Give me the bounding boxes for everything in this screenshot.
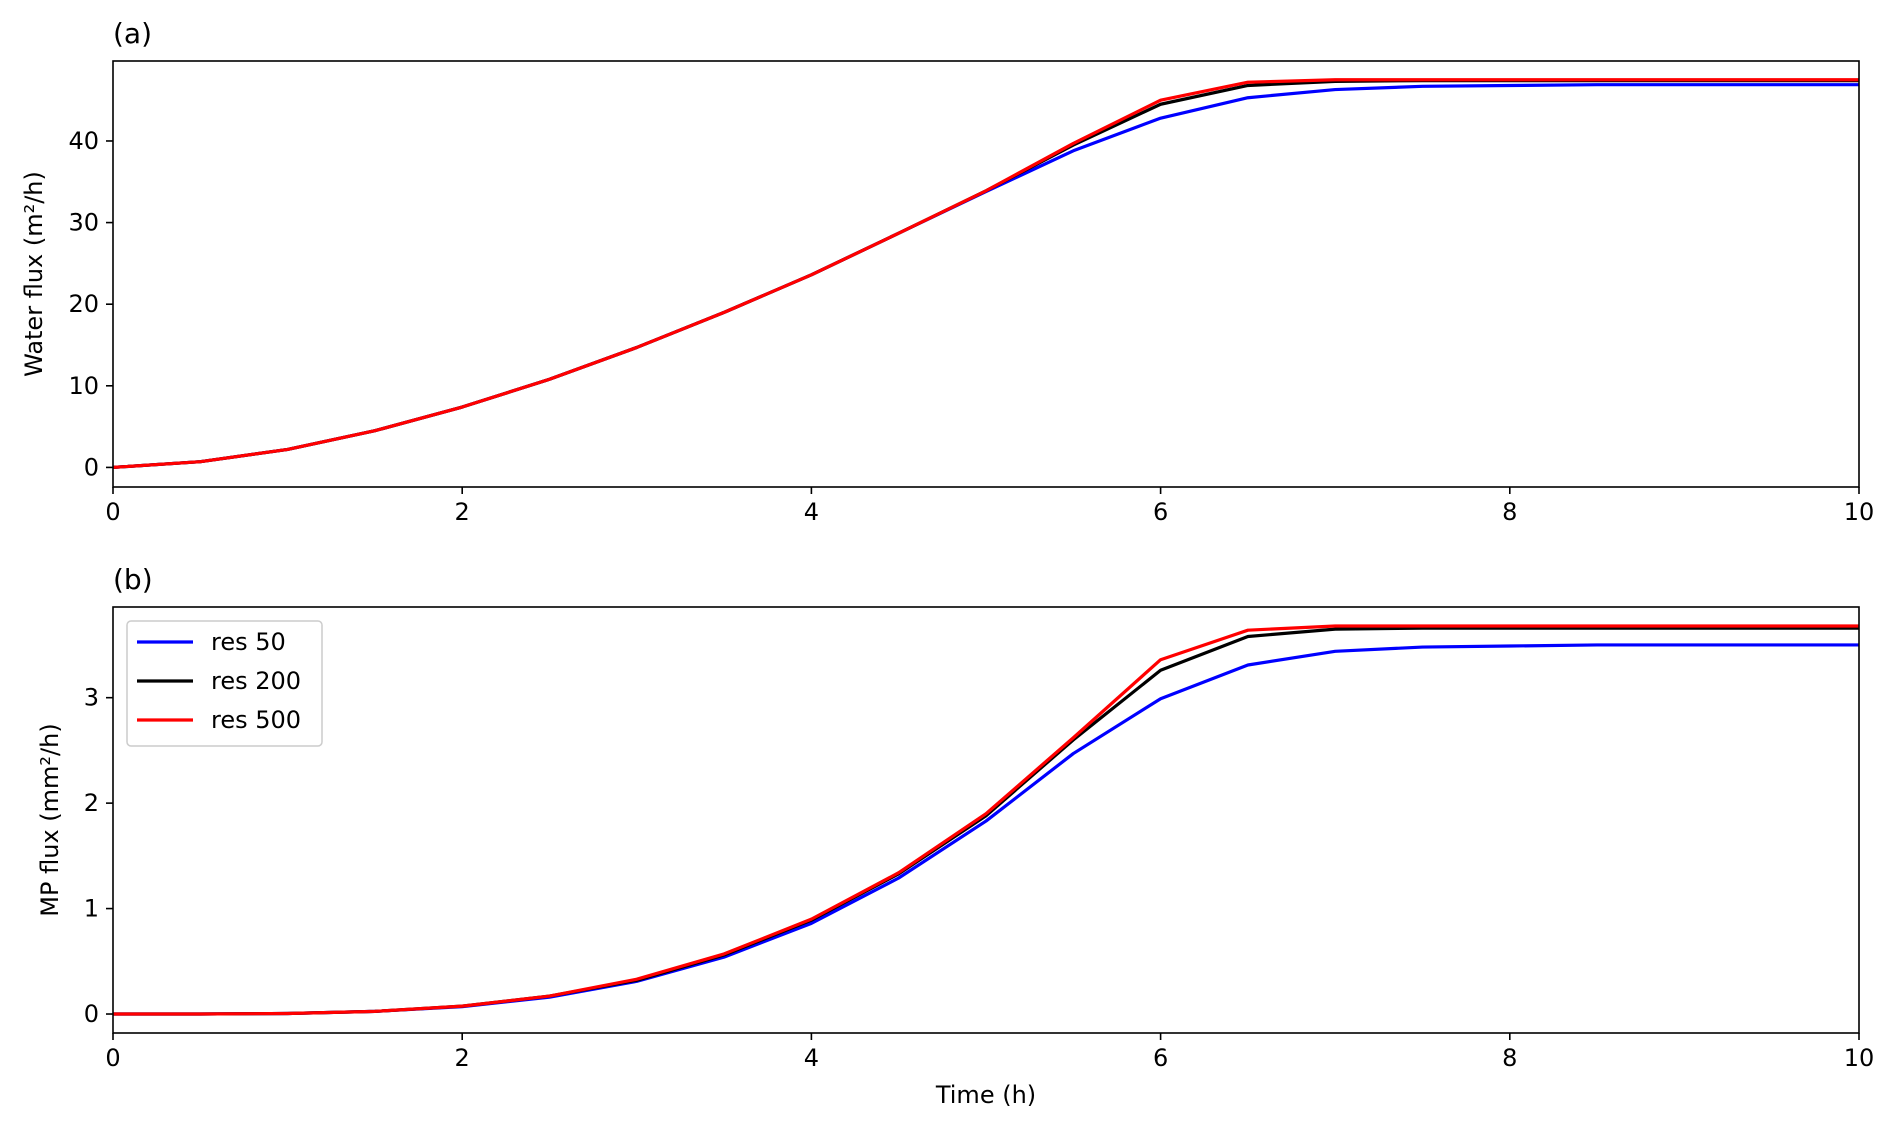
x-tick-label: 8: [1502, 1044, 1517, 1072]
series-line-res-50: [113, 83, 1859, 470]
x-tick-label: 6: [1153, 498, 1168, 526]
legend-label: res 50: [211, 628, 286, 656]
y-tick-label: 10: [68, 372, 99, 400]
x-tick-label: 10: [1844, 1044, 1875, 1072]
legend: res 50 res 200 res 500: [126, 620, 323, 747]
y-tick-label: 0: [84, 453, 99, 481]
x-tick-label: 0: [105, 498, 120, 526]
y-tick-label: 40: [68, 127, 99, 155]
x-tick-label: 2: [455, 1044, 470, 1072]
legend-frame: [126, 620, 323, 747]
y-tick-label: 2: [84, 789, 99, 817]
x-tick-label: 4: [804, 1044, 819, 1072]
y-axis-label: MP flux (mm²/h): [36, 723, 64, 916]
x-tick-label: 8: [1502, 498, 1517, 526]
panel-a: 0 2 4 6 8 10 0 10 20 30 40 (a) Water flux (m²/h): [20, 17, 1874, 526]
y-tick-label: 0: [84, 1000, 99, 1028]
y-axis-label: Water flux (m²/h): [20, 171, 48, 377]
x-tick-label: 2: [455, 498, 470, 526]
plot-frame: [112, 606, 1860, 1034]
x-tick-label: 4: [804, 498, 819, 526]
x-tick-label: 0: [105, 1044, 120, 1072]
y-tick-label: 30: [68, 209, 99, 237]
plot-frame: [112, 60, 1860, 488]
panel-label: (b): [113, 563, 153, 596]
y-tick-label: 1: [84, 895, 99, 923]
series-line-res-500: [113, 624, 1859, 1016]
series-line-res-500: [113, 78, 1859, 470]
x-axis-label: Time (h): [935, 1081, 1036, 1109]
panel-b: 0 2 4 6 8 10 0 1 2 3 (b) MP flux (mm²/h) Time (h) res…: [36, 563, 1874, 1109]
series-line-res-50: [113, 643, 1859, 1016]
x-tick-label: 10: [1844, 498, 1875, 526]
legend-label: res 200: [211, 667, 301, 695]
y-tick-label: 20: [68, 290, 99, 318]
legend-label: res 500: [211, 706, 301, 734]
series-line-res-200: [113, 78, 1859, 470]
y-tick-label: 3: [84, 684, 99, 712]
x-tick-label: 6: [1153, 1044, 1168, 1072]
panel-label: (a): [113, 17, 152, 50]
